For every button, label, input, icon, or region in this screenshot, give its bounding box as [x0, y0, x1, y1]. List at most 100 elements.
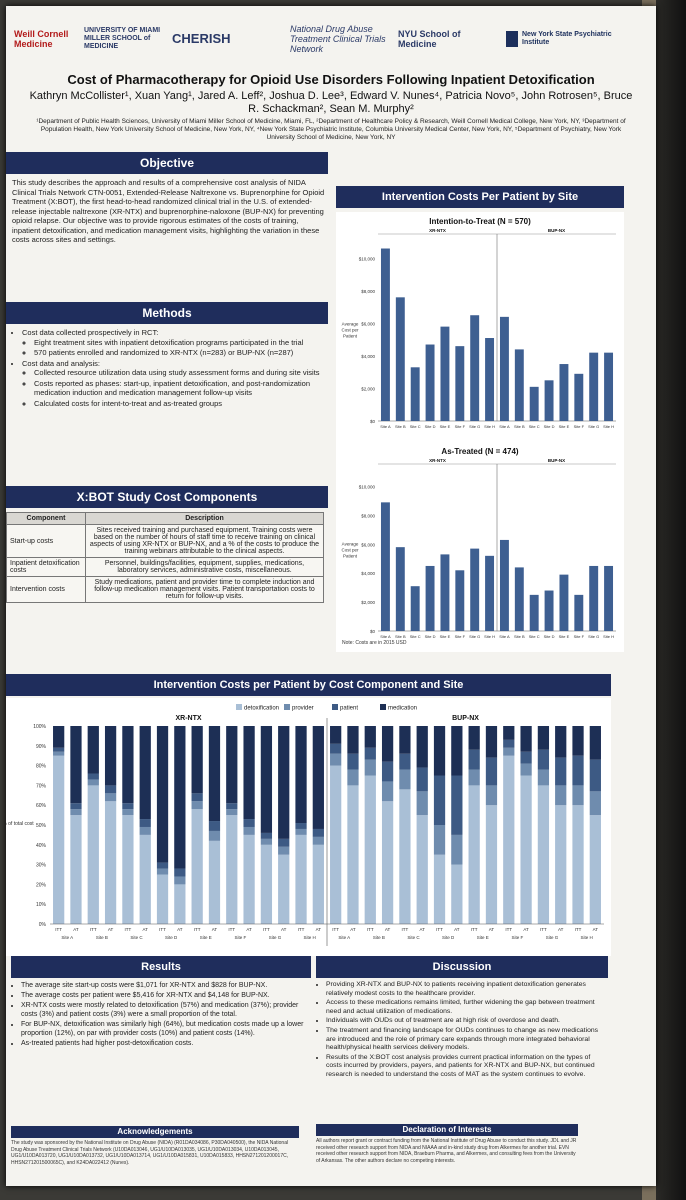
component-chart-panel: detoxification provider patient medication 0… — [6, 698, 611, 956]
wall-pole — [656, 0, 686, 1200]
bar — [455, 570, 465, 631]
stack-segment — [381, 761, 394, 782]
stack-segment — [520, 751, 532, 764]
x-tick-label: Site E — [440, 424, 451, 429]
x-tick-label: Site A — [499, 424, 510, 429]
stack-segment — [174, 868, 186, 877]
bar — [470, 548, 480, 631]
stack-segment — [87, 773, 99, 780]
stack-segment — [104, 801, 117, 924]
bar — [380, 248, 390, 421]
stack-segment — [243, 826, 255, 835]
stack-segment — [537, 769, 550, 786]
stack-segment — [174, 876, 186, 885]
x-tick-label: Site B — [514, 634, 525, 639]
stack-segment — [208, 840, 221, 924]
stack-segment — [122, 803, 134, 810]
stack-segment — [122, 815, 134, 924]
stack-segment — [485, 805, 498, 924]
table-cell: Start-up costs — [6, 524, 86, 558]
stack-segment — [555, 805, 567, 924]
bar-label: AT — [246, 927, 252, 932]
bar-label: ITT — [159, 927, 166, 932]
components-table: Component Description Start-up costs Sit… — [6, 512, 324, 603]
stack-segment — [226, 809, 238, 816]
logo-miami: UNIVERSITY OF MIAMI MILLER SCHOOL of MED… — [84, 27, 161, 50]
y-axis-label-line: Average — [342, 322, 359, 327]
y-axis-label: % of total cost — [6, 821, 34, 827]
x-tick-label: Site G — [469, 424, 480, 429]
bar-label: ITT — [436, 927, 443, 932]
stack-segment — [312, 726, 324, 829]
site-label: Site C — [407, 935, 420, 940]
stack-segment — [364, 747, 376, 760]
results-item: For BUP-NX, detoxification was similarly… — [21, 1020, 309, 1038]
stack-segment — [295, 828, 307, 835]
stack-segment — [156, 726, 169, 863]
bar — [380, 502, 390, 631]
stack-segment — [156, 868, 169, 875]
bar-label: ITT — [575, 927, 582, 932]
y-tick-label: 20% — [36, 882, 47, 888]
x-tick-label: Site C — [529, 424, 540, 429]
stack-segment — [278, 846, 290, 855]
site-label: Site A — [61, 935, 73, 940]
site-label: Site C — [130, 935, 143, 940]
stack-segment — [520, 763, 532, 776]
methods-item: Cost data collected prospectively in RCT… — [22, 328, 326, 358]
stack-segment — [433, 854, 446, 924]
y-axis-label-line: Patient — [343, 554, 358, 559]
methods-item: Cost data and analysis: Collected resour… — [22, 359, 326, 409]
stack-segment — [572, 755, 584, 786]
y-tick-label: 60% — [36, 803, 47, 809]
stack-segment — [451, 726, 463, 776]
y-tick-label: 10% — [36, 902, 47, 908]
stack-segment — [330, 765, 342, 924]
discussion-item: Providing XR-NTX and BUP-NX to patients … — [326, 981, 608, 998]
stack-segment — [139, 834, 151, 924]
bar — [499, 539, 509, 631]
stack-segment — [312, 828, 324, 837]
logo-nyspi: New York State Psychiatric Institute — [506, 31, 622, 47]
stack-segment — [260, 844, 273, 924]
stack-segment — [433, 825, 446, 855]
methods-item-text: Cost data collected prospectively in RCT… — [22, 328, 159, 337]
stack-segment — [156, 874, 169, 924]
stack-segment — [399, 769, 411, 790]
table-cell: Personnel, buildings/facilities, equipme… — [85, 557, 324, 577]
stack-segment — [226, 803, 238, 810]
stack-segment — [485, 757, 498, 786]
stack-segment — [243, 819, 255, 827]
logo-weill-cornell: Weill Cornell Medicine — [14, 29, 69, 49]
table-header: Description — [85, 512, 324, 525]
stack-segment — [364, 775, 376, 924]
bar-label: AT — [73, 927, 79, 932]
site-label: Site D — [165, 935, 178, 940]
results-item: The average site start-up costs were $1,… — [21, 981, 309, 990]
site-label: Site E — [477, 935, 489, 940]
stack-segment — [589, 759, 601, 792]
stack-segment — [278, 726, 290, 839]
bar-label: AT — [177, 927, 183, 932]
stack-segment — [416, 791, 428, 816]
stack-segment — [537, 785, 550, 924]
bar — [440, 326, 450, 421]
group-label: XR-NTX — [429, 228, 446, 233]
methods-subitem: Costs reported as phases: start-up, inpa… — [34, 379, 326, 398]
bar — [425, 565, 435, 631]
group-label: XR-NTX — [429, 458, 446, 463]
bar — [559, 364, 569, 421]
results-item: XR-NTX costs were mostly related to deto… — [21, 1001, 309, 1019]
legend-label: patient — [340, 706, 358, 712]
y-tick-label: $0 — [370, 629, 376, 634]
methods-heading: Methods — [6, 302, 328, 324]
stack-segment — [139, 819, 151, 827]
table-row: Intervention costs Study medications, pa… — [6, 576, 324, 603]
stack-segment — [191, 809, 203, 924]
bar — [440, 554, 450, 631]
y-tick-label: $0 — [370, 419, 376, 424]
bar-label: AT — [316, 927, 322, 932]
x-tick-label: Site E — [440, 634, 451, 639]
bar — [589, 565, 599, 631]
stack-segment — [278, 838, 290, 847]
